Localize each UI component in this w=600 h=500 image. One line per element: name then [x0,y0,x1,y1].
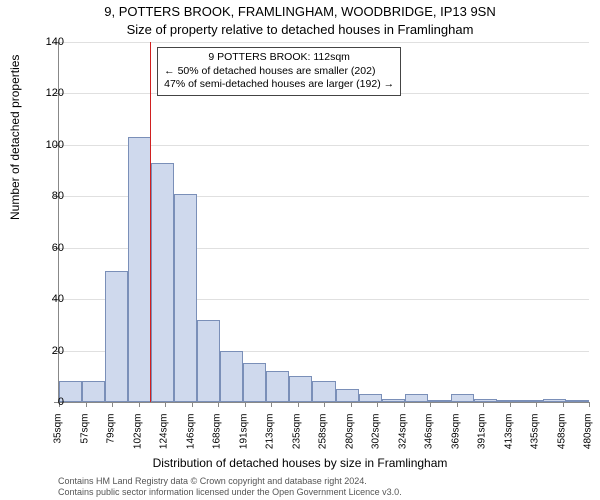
xtick-mark [589,402,590,407]
histogram-bar [428,400,451,402]
xtick-mark [298,402,299,407]
xtick-label: 324sqm [397,414,408,459]
xtick-label: 346sqm [424,414,435,459]
xtick-label: 302sqm [371,414,382,459]
histogram-bar [312,381,335,402]
xtick-label: 413sqm [503,414,514,459]
ytick-label: 0 [34,396,64,408]
annotation-line1: 9 POTTERS BROOK: 112sqm [164,51,394,65]
property-size-chart: 9, POTTERS BROOK, FRAMLINGHAM, WOODBRIDG… [0,0,600,500]
xtick-mark [377,402,378,407]
xtick-label: 102sqm [132,414,143,459]
xtick-mark [139,402,140,407]
xtick-mark [86,402,87,407]
xtick-mark [404,402,405,407]
histogram-bar [566,400,589,402]
histogram-bar [105,271,128,402]
xtick-label: 480sqm [583,414,594,459]
xtick-label: 391sqm [477,414,488,459]
xtick-label: 79sqm [106,414,117,459]
histogram-bar [174,194,197,402]
histogram-bar [266,371,289,402]
xtick-label: 191sqm [238,414,249,459]
plot-area: 9 POTTERS BROOK: 112sqm← 50% of detached… [58,42,589,403]
xtick-label: 369sqm [450,414,461,459]
histogram-bar [451,394,474,402]
xtick-mark [563,402,564,407]
histogram-bar [220,351,243,402]
xtick-label: 168sqm [212,414,223,459]
footer-line2: Contains public sector information licen… [58,487,402,498]
histogram-bar [197,320,220,402]
histogram-bar [405,394,428,402]
xtick-mark [430,402,431,407]
xtick-label: 235sqm [291,414,302,459]
xtick-mark [457,402,458,407]
footer-attribution: Contains HM Land Registry data © Crown c… [58,476,402,498]
histogram-bar [359,394,382,402]
histogram-bar [520,400,543,402]
histogram-bar [128,137,151,402]
xtick-mark [351,402,352,407]
ytick-label: 140 [34,36,64,48]
chart-title-address: 9, POTTERS BROOK, FRAMLINGHAM, WOODBRIDG… [0,4,600,19]
xtick-label: 146sqm [185,414,196,459]
xtick-mark [483,402,484,407]
xtick-label: 258sqm [318,414,329,459]
xtick-label: 57sqm [79,414,90,459]
histogram-bar [151,163,174,402]
ytick-label: 120 [34,87,64,99]
histogram-bar [82,381,105,402]
xtick-mark [165,402,166,407]
ytick-label: 80 [34,190,64,202]
xtick-mark [536,402,537,407]
xtick-label: 280sqm [344,414,355,459]
ytick-label: 40 [34,293,64,305]
annotation-line2: ← 50% of detached houses are smaller (20… [164,65,394,79]
histogram-bar [382,399,405,402]
xtick-mark [245,402,246,407]
xtick-mark [192,402,193,407]
xtick-mark [271,402,272,407]
annotation-line3: 47% of semi-detached houses are larger (… [164,78,394,92]
xtick-mark [510,402,511,407]
ytick-label: 100 [34,139,64,151]
ytick-label: 20 [34,345,64,357]
histogram-bar [474,399,497,402]
xtick-label: 35sqm [53,414,64,459]
xtick-mark [112,402,113,407]
chart-subtitle: Size of property relative to detached ho… [0,22,600,37]
xtick-label: 213sqm [265,414,276,459]
y-axis-label: Number of detached properties [8,55,22,220]
xtick-label: 124sqm [159,414,170,459]
histogram-bar [289,376,312,402]
xtick-mark [324,402,325,407]
histogram-bar [336,389,359,402]
xtick-label: 435sqm [530,414,541,459]
annotation-box: 9 POTTERS BROOK: 112sqm← 50% of detached… [157,47,401,96]
xtick-label: 458sqm [556,414,567,459]
property-marker-line [150,42,151,402]
histogram-bar [497,400,520,402]
ytick-label: 60 [34,242,64,254]
xtick-mark [218,402,219,407]
histogram-bar [243,363,266,402]
gridline [59,42,589,43]
footer-line1: Contains HM Land Registry data © Crown c… [58,476,402,487]
